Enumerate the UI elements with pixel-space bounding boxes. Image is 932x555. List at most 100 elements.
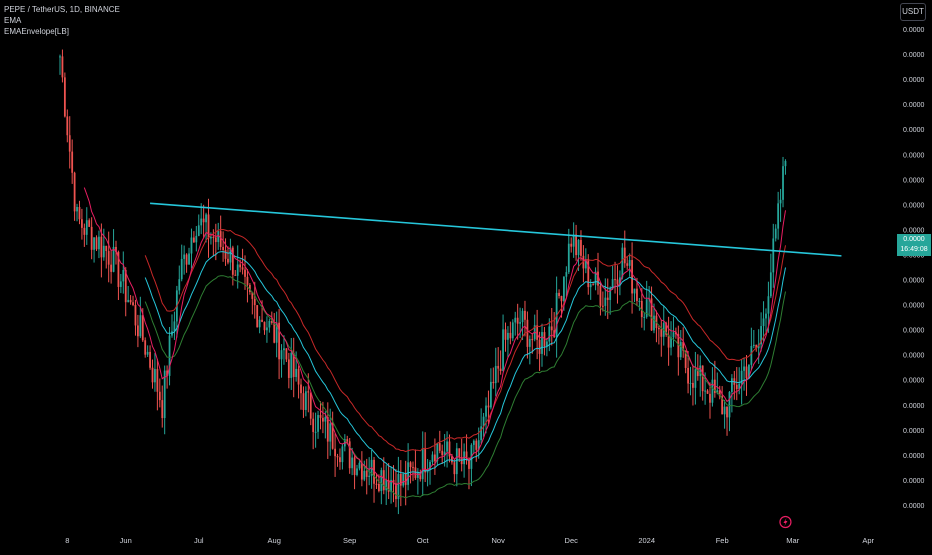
candle-body (606, 297, 609, 300)
time-tick-label: Feb (716, 536, 729, 545)
candle-body (438, 443, 441, 451)
candle-body (307, 391, 310, 393)
lightning-icon (783, 518, 788, 526)
candle-body (295, 368, 298, 377)
candle-body (453, 462, 456, 475)
candle-body (256, 305, 259, 328)
candle-body (390, 479, 392, 492)
candle-body (378, 483, 380, 492)
candle-body (730, 378, 733, 392)
candle-body (560, 296, 563, 302)
candle-body (458, 448, 461, 458)
candle-body (502, 329, 504, 371)
candle-body (433, 454, 436, 462)
time-tick-label: 8 (65, 536, 69, 545)
candle-body (580, 240, 582, 256)
candle-body (587, 259, 590, 288)
candle-body (322, 417, 324, 422)
candle-body (115, 246, 117, 252)
candle-body (699, 365, 702, 377)
candle-body (638, 300, 641, 302)
candle-body (156, 369, 159, 392)
candle-body (636, 288, 638, 301)
candle-body (202, 218, 205, 223)
candle-body (356, 468, 358, 475)
candle-body (645, 299, 648, 317)
candle-body (482, 416, 485, 427)
candle-body (402, 473, 405, 486)
candle-body (314, 431, 317, 433)
candle-body (419, 472, 422, 480)
price-tick-label: 0.0000 (903, 52, 925, 59)
candle-body (110, 264, 113, 272)
candle-body (173, 321, 176, 332)
candle-body (348, 441, 351, 469)
candle-body (261, 319, 263, 322)
candle-body (723, 406, 726, 415)
candle-body (597, 271, 599, 286)
candle-body (290, 352, 293, 378)
candle-body (563, 276, 565, 302)
candle-body (718, 390, 721, 397)
candle-body (317, 415, 319, 432)
candle-body (397, 473, 400, 500)
candle-body (531, 339, 534, 341)
candle-body (168, 335, 171, 376)
candle-body (292, 352, 295, 377)
candle-body (657, 327, 660, 330)
candle-body (655, 315, 658, 328)
candle-body (772, 238, 775, 273)
candle-body (248, 284, 251, 292)
candle-body (358, 462, 361, 469)
candle-body (567, 243, 570, 273)
candle-body (511, 322, 514, 339)
candle-body (507, 332, 509, 340)
candle-body (653, 315, 655, 331)
candle-body (675, 332, 677, 335)
currency-button[interactable]: USDT (900, 3, 926, 21)
candles-layer (59, 49, 787, 515)
candle-body (692, 382, 694, 388)
legend-ema[interactable]: EMA (4, 16, 22, 25)
candle-body (492, 381, 495, 384)
candle-body (278, 322, 280, 360)
candle-body (266, 327, 268, 331)
candle-body (144, 340, 147, 355)
candle-body (241, 267, 244, 270)
candle-body (577, 240, 580, 256)
candle-body (774, 228, 777, 239)
candle-body (412, 467, 414, 469)
candle-body (192, 237, 195, 243)
candle-body (85, 220, 88, 235)
candle-body (519, 322, 522, 324)
candle-body (516, 317, 519, 324)
candle-body (197, 225, 200, 236)
candle-body (61, 56, 64, 78)
candle-body (178, 279, 181, 291)
candle-body (619, 277, 621, 285)
candle-body (735, 384, 738, 390)
candle-body (200, 218, 203, 226)
candle-body (71, 151, 74, 173)
candle-body (339, 457, 341, 463)
price-tick-label: 0.0000 (903, 378, 925, 385)
candle-body (158, 391, 161, 401)
candle-body (538, 339, 541, 354)
candle-body (521, 310, 524, 323)
symbol-title[interactable]: PEPE / TetherUS, 1D, BINANCE (4, 5, 120, 14)
candle-body (524, 310, 526, 320)
candle-body (494, 365, 497, 384)
candle-body (134, 305, 137, 326)
candle-body (709, 393, 711, 403)
legend-ema-envelope[interactable]: EMAEnvelope[LB] (4, 27, 69, 36)
candle-body (443, 451, 446, 456)
candle-body (448, 441, 451, 457)
candle-body (716, 390, 719, 393)
price-tick-label: 0.0000 (903, 227, 925, 234)
candle-body (769, 272, 772, 297)
candle-body (66, 116, 69, 136)
candle-body (217, 231, 220, 243)
candle-body (485, 405, 487, 417)
